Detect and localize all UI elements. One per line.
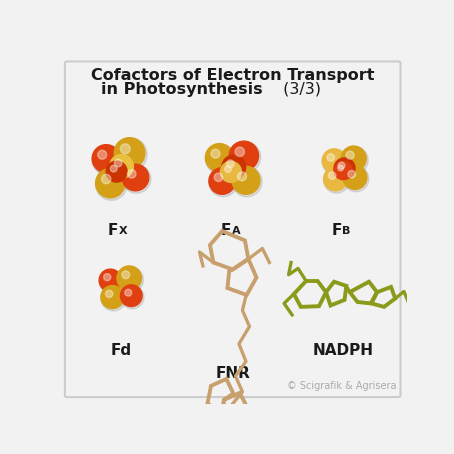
Text: F: F xyxy=(331,223,342,238)
Circle shape xyxy=(235,147,244,157)
Circle shape xyxy=(322,149,348,175)
Circle shape xyxy=(110,165,117,172)
Circle shape xyxy=(348,170,355,178)
Circle shape xyxy=(341,146,366,171)
Circle shape xyxy=(117,266,142,291)
Circle shape xyxy=(104,274,111,281)
Circle shape xyxy=(221,162,242,183)
Circle shape xyxy=(96,168,125,198)
Circle shape xyxy=(211,149,220,158)
Text: X: X xyxy=(118,226,127,236)
Circle shape xyxy=(237,172,247,181)
Circle shape xyxy=(114,138,147,171)
Circle shape xyxy=(341,147,368,173)
Circle shape xyxy=(225,166,232,173)
Circle shape xyxy=(92,145,122,175)
Circle shape xyxy=(121,286,144,309)
Circle shape xyxy=(334,158,357,181)
Circle shape xyxy=(117,266,143,293)
Circle shape xyxy=(125,289,132,296)
Circle shape xyxy=(95,169,127,200)
Circle shape xyxy=(109,154,133,178)
Circle shape xyxy=(346,151,354,159)
Circle shape xyxy=(335,162,354,182)
Text: Fd: Fd xyxy=(110,343,131,358)
Text: FNR: FNR xyxy=(215,366,250,381)
Text: F: F xyxy=(108,223,118,238)
Circle shape xyxy=(122,164,149,191)
Circle shape xyxy=(209,168,237,197)
Circle shape xyxy=(205,144,236,174)
Circle shape xyxy=(322,149,346,173)
Text: in Photosynthesis: in Photosynthesis xyxy=(101,82,263,97)
Circle shape xyxy=(232,167,262,197)
Circle shape xyxy=(99,269,122,291)
Text: NADPH: NADPH xyxy=(312,343,373,358)
Circle shape xyxy=(324,167,347,191)
Circle shape xyxy=(92,145,120,173)
Text: © Scigrafik & Agrisera: © Scigrafik & Agrisera xyxy=(287,381,397,391)
Circle shape xyxy=(105,290,113,297)
Circle shape xyxy=(101,286,126,311)
Circle shape xyxy=(227,160,234,168)
Circle shape xyxy=(324,168,349,193)
Circle shape xyxy=(98,150,107,159)
Circle shape xyxy=(328,172,336,179)
Circle shape xyxy=(334,158,355,179)
FancyBboxPatch shape xyxy=(65,61,400,397)
Circle shape xyxy=(232,166,260,194)
Circle shape xyxy=(122,165,151,193)
Circle shape xyxy=(205,143,233,172)
Circle shape xyxy=(221,162,243,185)
Circle shape xyxy=(222,155,246,179)
Circle shape xyxy=(343,166,367,189)
Circle shape xyxy=(343,166,369,192)
Circle shape xyxy=(327,153,335,161)
Text: Cofactors of Electron Transport: Cofactors of Electron Transport xyxy=(91,68,375,83)
Circle shape xyxy=(120,144,130,153)
Text: A: A xyxy=(232,226,241,236)
Circle shape xyxy=(209,168,236,194)
Text: F: F xyxy=(221,223,231,238)
Text: B: B xyxy=(342,226,351,236)
Circle shape xyxy=(114,138,145,168)
Circle shape xyxy=(114,159,122,167)
Circle shape xyxy=(214,173,223,182)
Circle shape xyxy=(106,161,127,182)
Circle shape xyxy=(128,169,136,178)
Circle shape xyxy=(334,162,352,180)
Circle shape xyxy=(122,271,130,279)
Circle shape xyxy=(338,162,345,169)
Circle shape xyxy=(106,162,129,184)
Circle shape xyxy=(338,165,344,171)
Circle shape xyxy=(99,270,123,294)
Circle shape xyxy=(229,141,258,171)
Circle shape xyxy=(229,141,261,173)
Circle shape xyxy=(102,174,111,184)
Text: (3/3): (3/3) xyxy=(277,82,321,97)
Circle shape xyxy=(110,155,135,181)
Circle shape xyxy=(222,156,247,181)
Circle shape xyxy=(120,285,142,306)
Circle shape xyxy=(101,286,124,309)
